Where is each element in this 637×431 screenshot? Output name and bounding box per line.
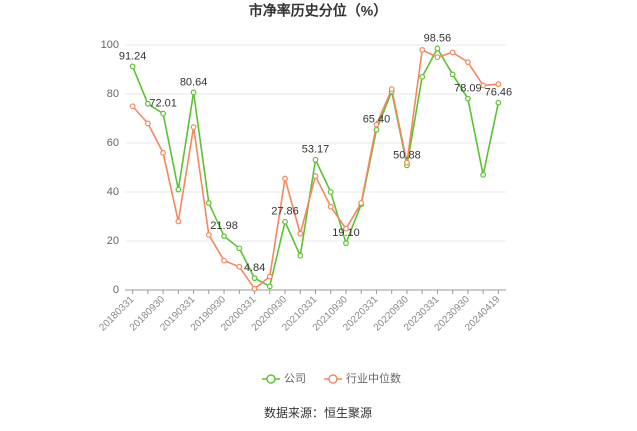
data-point — [144, 100, 151, 107]
data-label: 98.56 — [424, 32, 452, 44]
data-point — [327, 189, 334, 195]
data-point — [343, 225, 349, 232]
data-point — [282, 218, 288, 225]
data-point — [312, 156, 319, 163]
data-point — [465, 95, 471, 102]
data-point — [160, 149, 167, 156]
data-label: 78.09 — [454, 83, 482, 95]
data-point — [144, 120, 151, 127]
data-point — [495, 99, 502, 106]
data-point — [190, 89, 197, 96]
data-point — [221, 233, 227, 240]
data-label: 76.46 — [485, 87, 513, 99]
y-tick-label: 80 — [107, 88, 119, 100]
data-point — [434, 54, 441, 61]
data-point — [327, 203, 334, 210]
data-label: 91.24 — [119, 50, 147, 62]
data-point — [449, 49, 456, 56]
data-point — [205, 231, 212, 238]
y-tick-label: 100 — [101, 39, 119, 51]
data-point — [419, 73, 426, 80]
legend-label: 公司 — [284, 373, 306, 385]
data-point — [175, 218, 182, 225]
data-point — [419, 47, 426, 53]
data-point — [282, 175, 288, 182]
data-point — [480, 82, 487, 89]
data-label: 21.98 — [210, 220, 238, 232]
data-point — [175, 186, 182, 193]
data-label: 19.10 — [332, 227, 360, 239]
data-label: 50.88 — [393, 149, 421, 161]
y-tick-label: 20 — [107, 235, 119, 247]
data-label: 27.86 — [271, 206, 299, 218]
data-point — [221, 257, 227, 264]
data-point — [373, 126, 380, 133]
data-point — [236, 245, 243, 252]
data-point — [480, 171, 487, 178]
data-point — [266, 273, 273, 280]
data-label: 65.40 — [363, 114, 391, 126]
data-point — [297, 230, 304, 237]
y-tick-label: 40 — [107, 186, 119, 198]
chart-title: 市净率历史分位（%） — [249, 3, 387, 19]
data-point — [297, 252, 304, 259]
data-point — [388, 86, 395, 92]
data-point — [236, 263, 243, 270]
data-point — [404, 159, 410, 166]
data-point — [266, 283, 273, 290]
data-point — [343, 240, 349, 247]
data-point — [160, 110, 167, 117]
data-point — [251, 285, 258, 292]
legend-item: 行业中位数 — [324, 371, 401, 385]
data-point — [495, 81, 502, 88]
legend-item: 公司 — [262, 373, 306, 385]
legend-marker — [328, 374, 338, 384]
data-label: 4.84 — [244, 262, 265, 274]
data-point — [434, 45, 441, 52]
data-point — [373, 121, 380, 128]
data-point — [449, 71, 456, 78]
data-point — [465, 59, 471, 66]
data-label: 72.01 — [149, 97, 177, 109]
legend-marker — [266, 374, 276, 384]
source: 数据来源：恒生聚源 — [264, 405, 372, 420]
data-point — [129, 63, 136, 70]
data-point — [129, 103, 136, 110]
legend-label: 行业中位数 — [346, 371, 401, 385]
data-point — [190, 124, 197, 130]
data-point — [312, 173, 319, 179]
y-tick-label: 0 — [113, 284, 119, 296]
y-tick-label: 60 — [107, 137, 119, 149]
data-point — [205, 200, 212, 206]
data-point — [251, 275, 258, 282]
data-label: 53.17 — [302, 144, 330, 156]
data-label: 80.64 — [180, 76, 208, 88]
data-point — [358, 200, 365, 206]
